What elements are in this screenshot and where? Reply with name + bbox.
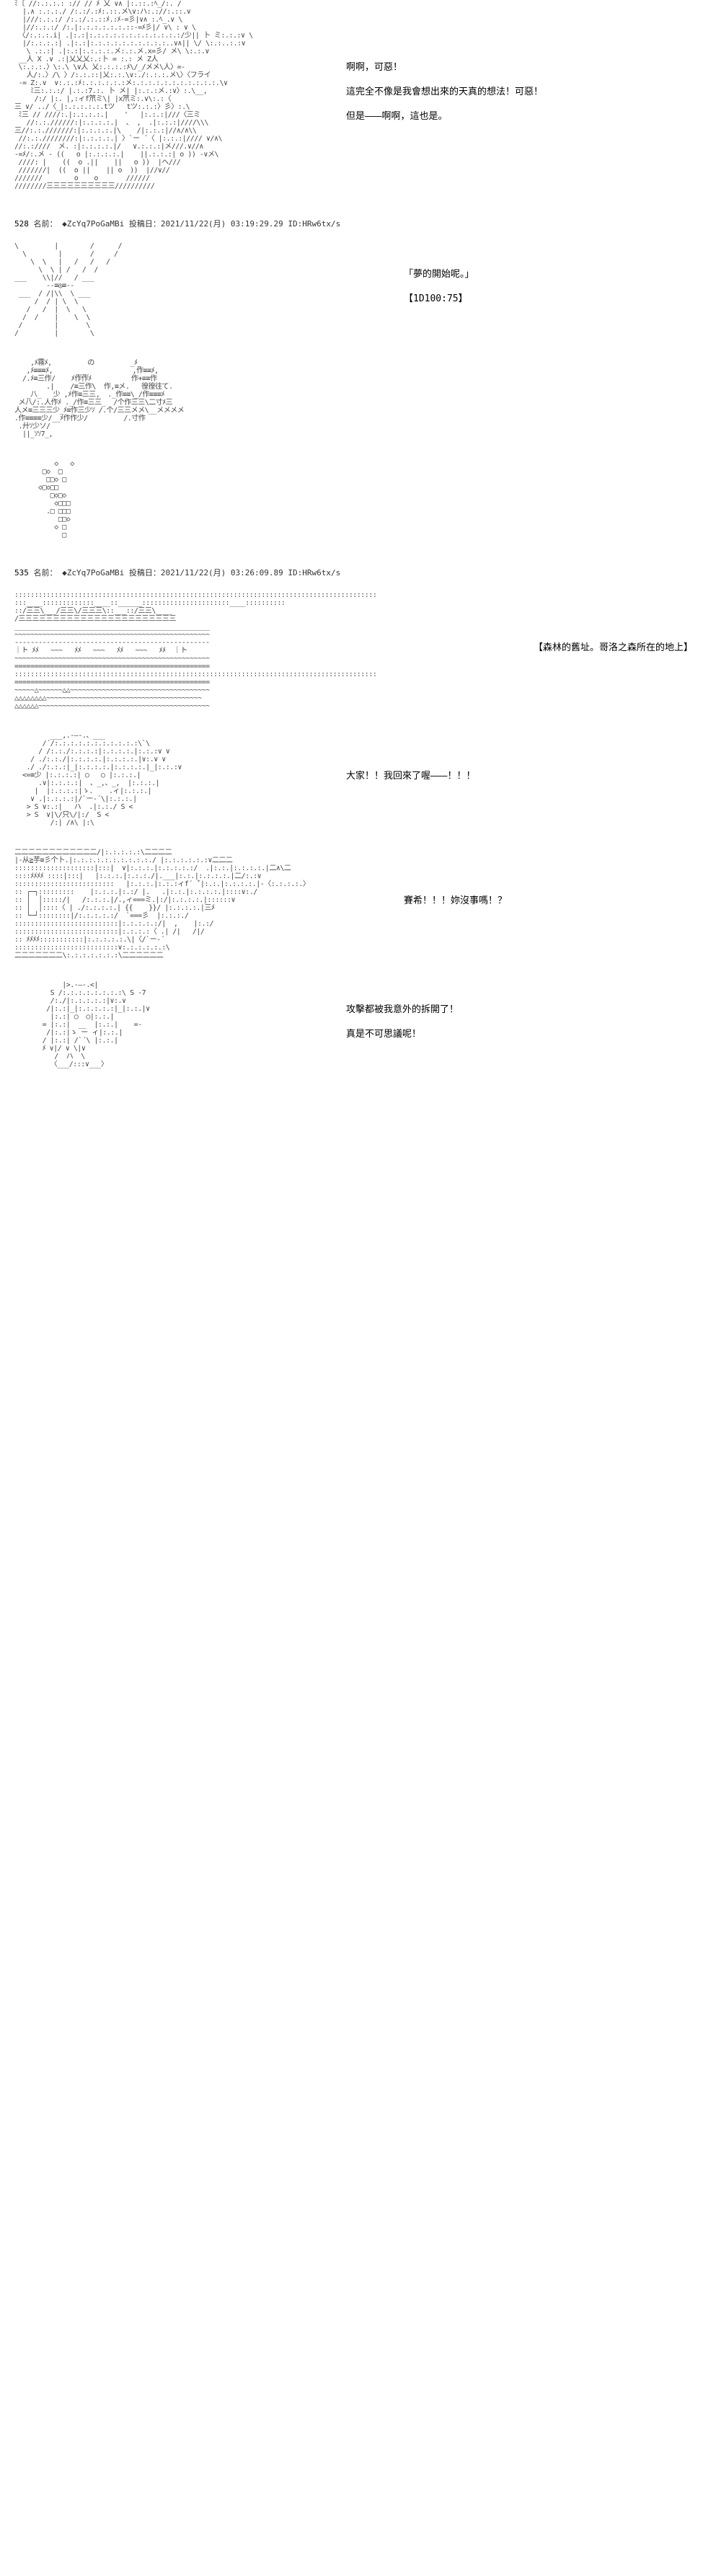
ascii-art-container: ,ﾒ霧ﾒ, の _ﾒ_ ,ﾒ≡≡≡ﾒ, ___ ,作≡≡ﾒ, /.ﾒ≡三作/ ﾒ… — [14, 359, 483, 438]
ascii-art: \ | / / \ | / / \ \ | / / / \ \ | / / / … — [14, 242, 375, 337]
ascii-art: ,ﾒ霧ﾒ, の _ﾒ_ ,ﾒ≡≡≡ﾒ, ___ ,作≡≡ﾒ, /.ﾒ≡三作/ ﾒ… — [14, 359, 483, 438]
dialog-line: 真是不可思議呢！ — [346, 1025, 459, 1044]
post-number: 528 — [14, 219, 29, 229]
ascii-art: 二二二二二二二二二二二二/|:.:.:.:.:\二二二二 |‐从≧芋≡彡个卜.|… — [14, 849, 375, 960]
ascii-art: ﾐ〔 //:.:.:.: :// // ﾒ 乂 ∨∧ |:.::.:ﾍ_/:. … — [14, 0, 317, 190]
story-panel: 二二二二二二二二二二二二/|:.:.:.:.:\二二二二 |‐从≧芋≡彡个卜.|… — [0, 849, 721, 960]
ascii-art-container: 二二二二二二二二二二二二/|:.:.:.:.:\二二二二 |‐从≧芋≡彡个卜.|… — [14, 849, 375, 960]
dialog-line: 大家！！我回來了喔———！！！ — [346, 767, 475, 786]
dialog-text: 「夢的開始呢。」【1D100:75】 — [375, 265, 474, 314]
ascii-art-container: ::::::::::::::::::::::::::::::::::::::::… — [14, 591, 505, 710]
post-number: 535 — [14, 568, 29, 577]
dialog-text: 啊啊，可惡！ 這完全不像是我會想出來的天真的想法！可惡！ 但是———啊啊，這也是。 — [317, 58, 543, 132]
ascii-art-container: \ | / / \ | / / \ \ | / / / \ \ | / / / … — [14, 242, 375, 337]
ascii-art: ◇ ◇ □◇ □ □□◇ □ ◇□◇□□ □◇□◇ ◇□□□ .□ □□□ □□… — [14, 460, 317, 539]
dialog-text: 攻擊都被我意外的拆開了！ 真是不可思議呢！ — [317, 1001, 459, 1050]
dialog-line: 賽希！！！妳沒事嗎！？ — [404, 892, 507, 911]
story-panel: \ | / / \ | / / \ \ | / / / \ \ | / / / … — [0, 242, 721, 337]
ascii-art-container: |>.-―-.<| S /:.:.:.:.:.:.:.:\ S ‐7 /:./|… — [14, 981, 317, 1068]
dialog-line: 但是———啊啊，這也是。 — [346, 107, 543, 126]
story-panel: ﾐ〔 //:.:.:.: :// // ﾒ 乂 ∨∧ |:.::.:ﾍ_/:. … — [0, 0, 721, 190]
post-meta: 名前： ◆ZcYq7PoGaMBi 投稿日：2021/11/22(月) 03:2… — [29, 568, 340, 577]
dialog-line: 【森林的舊址。哥洛之森所在的地上】 — [534, 639, 693, 658]
dialog-line: 這完全不像是我會想出來的天真的想法！可惡！ — [346, 83, 543, 102]
dialog-line: 攻擊都被我意外的拆開了！ — [346, 1001, 459, 1019]
post-header: 535 名前： ◆ZcYq7PoGaMBi 投稿日：2021/11/22(月) … — [0, 561, 721, 584]
ascii-art-container: ◇ ◇ □◇ □ □□◇ □ ◇□◇□□ □◇□◇ ◇□□□ .□ □□□ □□… — [14, 460, 317, 539]
post-meta: 名前： ◆ZcYq7PoGaMBi 投稿日：2021/11/22(月) 03:1… — [29, 219, 340, 229]
ascii-art: ___,.-―-.、___ /´/:.:.:.:.:.:.:.:.:.:.:\`… — [14, 732, 317, 827]
story-panel: ◇ ◇ □◇ □ □□◇ □ ◇□◇□□ □◇□◇ ◇□□□ .□ □□□ □□… — [0, 460, 721, 539]
dialog-line: 啊啊，可惡！ — [346, 58, 543, 77]
dialog-text: 大家！！我回來了喔———！！！ — [317, 767, 475, 792]
dialog-line: 「夢的開始呢。」 — [404, 265, 474, 284]
post-header: 528 名前： ◆ZcYq7PoGaMBi 投稿日：2021/11/22(月) … — [0, 212, 721, 235]
story-panel: ___,.-―-.、___ /´/:.:.:.:.:.:.:.:.:.:.:\`… — [0, 732, 721, 827]
ascii-art-container: ___,.-―-.、___ /´/:.:.:.:.:.:.:.:.:.:.:\`… — [14, 732, 317, 827]
story-panel: ,ﾒ霧ﾒ, の _ﾒ_ ,ﾒ≡≡≡ﾒ, ___ ,作≡≡ﾒ, /.ﾒ≡三作/ ﾒ… — [0, 359, 721, 438]
ascii-art: |>.-―-.<| S /:.:.:.:.:.:.:.:\ S ‐7 /:./|… — [14, 981, 317, 1068]
dialog-text: 賽希！！！妳沒事嗎！？ — [375, 892, 507, 916]
dialog-text: 【森林的舊址。哥洛之森所在的地上】 — [505, 639, 693, 663]
ascii-art-container: ﾐ〔 //:.:.:.: :// // ﾒ 乂 ∨∧ |:.::.:ﾍ_/:. … — [14, 0, 317, 190]
story-panel: ::::::::::::::::::::::::::::::::::::::::… — [0, 591, 721, 710]
ascii-art: ::::::::::::::::::::::::::::::::::::::::… — [14, 591, 505, 710]
dialog-line: 【1D100:75】 — [404, 290, 474, 309]
story-panel: |>.-―-.<| S /:.:.:.:.:.:.:.:\ S ‐7 /:./|… — [0, 981, 721, 1068]
